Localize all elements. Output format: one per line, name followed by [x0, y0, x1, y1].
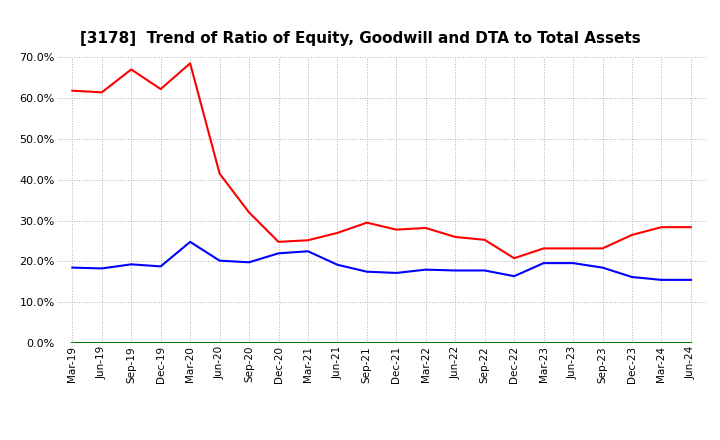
Equity	[569, 246, 577, 251]
Equity	[510, 256, 518, 261]
Goodwill	[68, 265, 76, 270]
Equity	[156, 86, 165, 92]
Goodwill	[569, 260, 577, 266]
Deferred Tax Assets	[569, 340, 577, 345]
Equity	[68, 88, 76, 93]
Equity	[333, 230, 342, 235]
Goodwill	[480, 268, 489, 273]
Goodwill	[687, 277, 696, 282]
Equity	[97, 90, 106, 95]
Equity	[215, 171, 224, 176]
Equity	[539, 246, 548, 251]
Deferred Tax Assets	[392, 340, 400, 345]
Goodwill	[657, 277, 666, 282]
Text: [3178]  Trend of Ratio of Equity, Goodwill and DTA to Total Assets: [3178] Trend of Ratio of Equity, Goodwil…	[80, 31, 640, 46]
Equity	[127, 67, 135, 72]
Goodwill	[363, 269, 372, 275]
Equity	[186, 61, 194, 66]
Equity	[421, 225, 430, 231]
Deferred Tax Assets	[215, 340, 224, 345]
Goodwill	[628, 275, 636, 280]
Equity	[451, 235, 459, 240]
Goodwill	[333, 262, 342, 268]
Goodwill	[451, 268, 459, 273]
Deferred Tax Assets	[539, 340, 548, 345]
Deferred Tax Assets	[363, 340, 372, 345]
Deferred Tax Assets	[156, 340, 165, 345]
Goodwill	[245, 260, 253, 265]
Deferred Tax Assets	[510, 340, 518, 345]
Goodwill	[156, 264, 165, 269]
Deferred Tax Assets	[628, 340, 636, 345]
Deferred Tax Assets	[68, 340, 76, 345]
Goodwill	[186, 239, 194, 245]
Line: Equity: Equity	[72, 63, 691, 258]
Deferred Tax Assets	[480, 340, 489, 345]
Goodwill	[274, 251, 283, 256]
Deferred Tax Assets	[451, 340, 459, 345]
Deferred Tax Assets	[304, 340, 312, 345]
Equity	[480, 237, 489, 242]
Equity	[628, 232, 636, 238]
Goodwill	[421, 267, 430, 272]
Goodwill	[510, 274, 518, 279]
Equity	[245, 210, 253, 215]
Equity	[304, 238, 312, 243]
Goodwill	[97, 266, 106, 271]
Deferred Tax Assets	[245, 340, 253, 345]
Deferred Tax Assets	[127, 340, 135, 345]
Equity	[274, 239, 283, 245]
Goodwill	[215, 258, 224, 263]
Deferred Tax Assets	[97, 340, 106, 345]
Goodwill	[598, 265, 607, 270]
Deferred Tax Assets	[657, 340, 666, 345]
Deferred Tax Assets	[421, 340, 430, 345]
Equity	[392, 227, 400, 232]
Deferred Tax Assets	[598, 340, 607, 345]
Goodwill	[127, 262, 135, 267]
Deferred Tax Assets	[333, 340, 342, 345]
Line: Goodwill: Goodwill	[72, 242, 691, 280]
Equity	[657, 224, 666, 230]
Equity	[363, 220, 372, 225]
Goodwill	[539, 260, 548, 266]
Equity	[687, 224, 696, 230]
Goodwill	[392, 270, 400, 275]
Deferred Tax Assets	[687, 340, 696, 345]
Deferred Tax Assets	[274, 340, 283, 345]
Equity	[598, 246, 607, 251]
Goodwill	[304, 249, 312, 254]
Deferred Tax Assets	[186, 340, 194, 345]
